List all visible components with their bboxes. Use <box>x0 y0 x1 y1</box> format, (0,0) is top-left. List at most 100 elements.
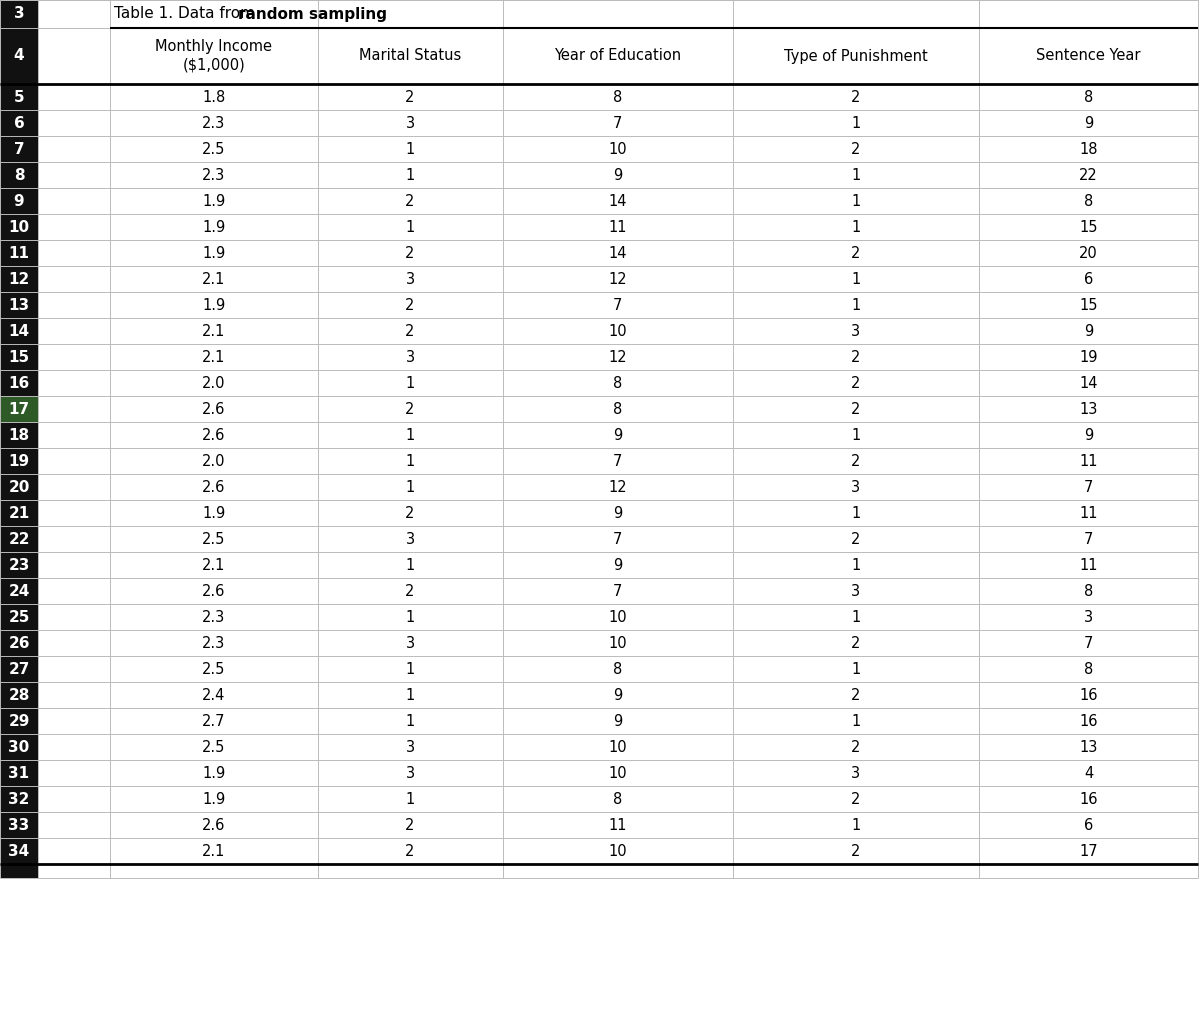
Text: 2.1: 2.1 <box>202 844 226 858</box>
Text: 1: 1 <box>851 298 860 312</box>
Text: 6: 6 <box>1084 817 1093 833</box>
Bar <box>0 708 38 734</box>
Text: 2: 2 <box>406 245 415 260</box>
Text: 14: 14 <box>608 245 626 260</box>
Bar <box>0 0 38 28</box>
Text: 3: 3 <box>1084 610 1093 624</box>
Text: 1.9: 1.9 <box>202 245 226 260</box>
Text: 2.1: 2.1 <box>202 323 226 338</box>
Text: 2: 2 <box>851 635 860 650</box>
Text: 2.5: 2.5 <box>202 661 226 677</box>
Text: 19: 19 <box>8 454 30 468</box>
Text: 7: 7 <box>613 298 623 312</box>
Text: 10: 10 <box>608 323 626 338</box>
Bar <box>110 0 1198 28</box>
Text: 8: 8 <box>1084 193 1093 209</box>
Text: 11: 11 <box>8 245 30 260</box>
Text: 2.6: 2.6 <box>202 401 226 416</box>
Text: 2.0: 2.0 <box>202 376 226 390</box>
Text: Year of Education: Year of Education <box>554 49 682 64</box>
Text: 2.1: 2.1 <box>202 271 226 287</box>
Text: 1.9: 1.9 <box>202 220 226 234</box>
Text: Table 1. Data from: Table 1. Data from <box>114 6 260 21</box>
Bar <box>0 240 38 266</box>
Text: 2: 2 <box>406 89 415 104</box>
Text: 9: 9 <box>1084 427 1093 443</box>
Text: 3: 3 <box>851 323 860 338</box>
Bar <box>38 344 110 370</box>
Bar <box>38 396 110 422</box>
Text: 2: 2 <box>851 245 860 260</box>
Text: 1: 1 <box>406 610 415 624</box>
Bar <box>0 422 38 448</box>
Text: 8: 8 <box>1084 661 1093 677</box>
Bar <box>110 604 1198 630</box>
Bar <box>38 448 110 474</box>
Text: 9: 9 <box>613 505 622 521</box>
Bar <box>0 448 38 474</box>
Text: 18: 18 <box>1079 142 1098 156</box>
Text: 2: 2 <box>851 844 860 858</box>
Bar <box>38 786 110 812</box>
Text: 1: 1 <box>406 661 415 677</box>
Text: 9: 9 <box>613 713 622 728</box>
Text: 15: 15 <box>8 349 30 365</box>
Text: 1.9: 1.9 <box>202 193 226 209</box>
Bar <box>110 552 1198 578</box>
Text: 7: 7 <box>613 532 623 546</box>
Bar <box>0 526 38 552</box>
Text: 2: 2 <box>851 532 860 546</box>
Text: 9: 9 <box>1084 115 1093 131</box>
Bar <box>0 214 38 240</box>
Text: 1: 1 <box>851 817 860 833</box>
Bar <box>110 448 1198 474</box>
Text: 9: 9 <box>613 688 622 702</box>
Text: 3: 3 <box>406 115 415 131</box>
Bar <box>0 136 38 162</box>
Bar <box>38 656 110 682</box>
Text: 1: 1 <box>851 220 860 234</box>
Text: 27: 27 <box>8 661 30 677</box>
Text: 2.5: 2.5 <box>202 532 226 546</box>
Bar <box>38 760 110 786</box>
Bar <box>38 474 110 500</box>
Text: 1: 1 <box>406 427 415 443</box>
Bar <box>110 188 1198 214</box>
Bar <box>0 318 38 344</box>
Text: 22: 22 <box>8 532 30 546</box>
Bar <box>110 344 1198 370</box>
Text: 9: 9 <box>613 167 622 182</box>
Text: 3: 3 <box>13 6 24 21</box>
Text: 2.3: 2.3 <box>202 167 226 182</box>
Bar <box>110 708 1198 734</box>
Text: 16: 16 <box>1079 688 1098 702</box>
Text: 16: 16 <box>1079 791 1098 806</box>
Bar <box>38 578 110 604</box>
Bar <box>110 734 1198 760</box>
Bar <box>38 708 110 734</box>
Text: 23: 23 <box>8 557 30 572</box>
Bar <box>38 370 110 396</box>
Bar <box>38 552 110 578</box>
Bar <box>38 526 110 552</box>
Text: 2: 2 <box>406 193 415 209</box>
Text: 6: 6 <box>13 115 24 131</box>
Text: 2.7: 2.7 <box>202 713 226 728</box>
Text: 2.3: 2.3 <box>202 610 226 624</box>
Text: 1: 1 <box>851 610 860 624</box>
Text: 9: 9 <box>613 557 622 572</box>
Text: 1: 1 <box>406 376 415 390</box>
Text: 12: 12 <box>8 271 30 287</box>
Text: 1.9: 1.9 <box>202 791 226 806</box>
Bar <box>0 864 38 878</box>
Bar <box>110 370 1198 396</box>
Bar <box>110 214 1198 240</box>
Text: 1: 1 <box>851 271 860 287</box>
Text: 32: 32 <box>8 791 30 806</box>
Bar <box>0 656 38 682</box>
Bar <box>0 344 38 370</box>
Text: 10: 10 <box>608 766 626 780</box>
Text: 15: 15 <box>1079 220 1098 234</box>
Text: 1: 1 <box>851 505 860 521</box>
Text: 8: 8 <box>1084 89 1093 104</box>
